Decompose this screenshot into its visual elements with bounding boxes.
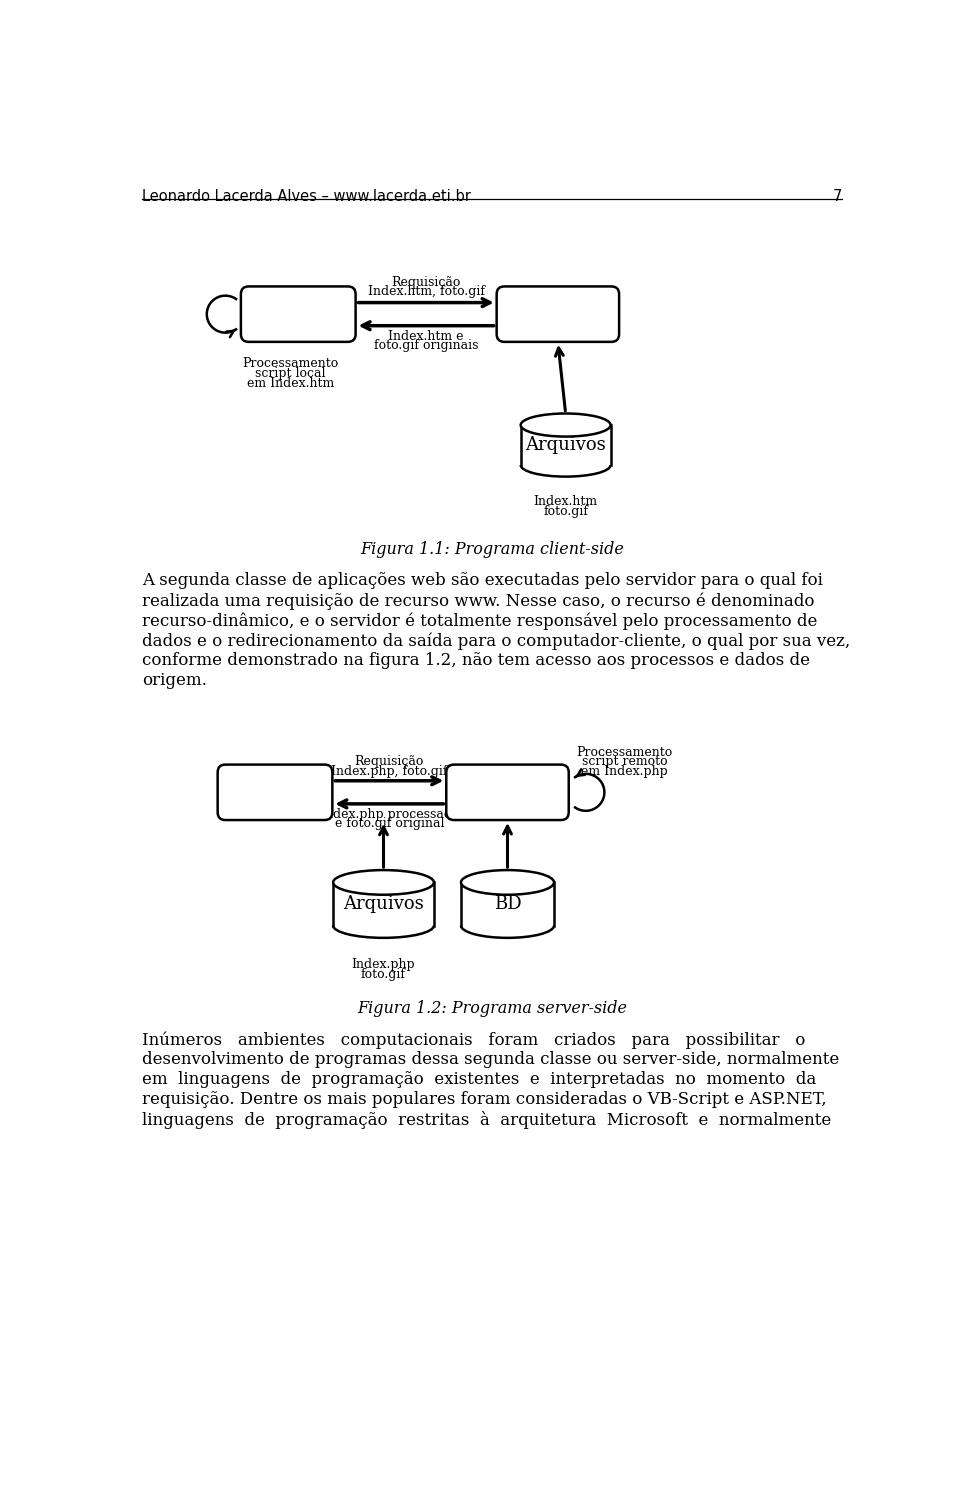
Ellipse shape: [333, 870, 434, 894]
Text: Servidor: Servidor: [513, 305, 604, 323]
Text: Requisição: Requisição: [354, 755, 424, 768]
FancyBboxPatch shape: [496, 287, 619, 342]
Text: Inúmeros   ambientes   computacionais   foram   criados   para   possibilitar   : Inúmeros ambientes computacionais foram …: [142, 1032, 805, 1048]
Text: foto.gif: foto.gif: [543, 505, 588, 519]
Text: Index.php processado: Index.php processado: [320, 807, 459, 821]
Text: dados e o redirecionamento da saída para o computador-cliente, o qual por sua ve: dados e o redirecionamento da saída para…: [142, 632, 850, 650]
Text: foto.gif: foto.gif: [361, 967, 406, 981]
FancyBboxPatch shape: [241, 287, 355, 342]
Text: em  linguagens  de  programação  existentes  e  interpretadas  no  momento  da: em linguagens de programação existentes …: [142, 1070, 816, 1088]
Text: Cliente: Cliente: [260, 305, 336, 323]
Bar: [520, 425, 611, 465]
FancyBboxPatch shape: [446, 764, 568, 821]
FancyBboxPatch shape: [218, 764, 332, 821]
Text: origem.: origem.: [142, 673, 206, 689]
Text: desenvolvimento de programas dessa segunda classe ou server-side, normalmente: desenvolvimento de programas dessa segun…: [142, 1051, 839, 1067]
Bar: [333, 882, 434, 925]
Ellipse shape: [520, 414, 611, 437]
Ellipse shape: [461, 870, 554, 894]
Text: Index.php, foto.gif: Index.php, foto.gif: [331, 764, 447, 777]
Text: Servidor: Servidor: [462, 783, 553, 801]
Text: recurso-dinâmico, e o servidor é totalmente responsável pelo processamento de: recurso-dinâmico, e o servidor é totalme…: [142, 611, 817, 629]
Text: em Index.php: em Index.php: [581, 764, 668, 777]
Text: linguagens  de  programação  restritas  à  arquitetura  Microsoft  e  normalment: linguagens de programação restritas à ar…: [142, 1111, 831, 1129]
Text: Index.htm e: Index.htm e: [389, 329, 464, 342]
Text: foto.gif originais: foto.gif originais: [373, 339, 478, 351]
Text: Figura 1.2: Programa server-side: Figura 1.2: Programa server-side: [357, 1000, 627, 1017]
Text: Processamento: Processamento: [242, 356, 339, 369]
Text: script local: script local: [255, 366, 325, 380]
Text: Index.htm: Index.htm: [534, 495, 598, 508]
Text: realizada uma requisição de recurso www. Nesse caso, o recurso é denominado: realizada uma requisição de recurso www.…: [142, 592, 814, 610]
Text: Index.php: Index.php: [351, 958, 416, 970]
Text: Figura 1.1: Programa client-side: Figura 1.1: Programa client-side: [360, 541, 624, 558]
Text: script remoto: script remoto: [582, 755, 667, 768]
Text: e foto.gif original: e foto.gif original: [335, 816, 444, 830]
Text: 7: 7: [833, 188, 842, 203]
Text: Arquivos: Arquivos: [343, 896, 424, 913]
Text: Cliente: Cliente: [237, 783, 313, 801]
Text: Arquivos: Arquivos: [525, 437, 606, 454]
Text: Processamento: Processamento: [576, 746, 673, 759]
Text: A segunda classe de aplicações web são executadas pelo servidor para o qual foi: A segunda classe de aplicações web são e…: [142, 573, 823, 589]
Text: Requisição: Requisição: [392, 275, 461, 289]
Text: BD: BD: [493, 896, 521, 913]
Text: conforme demonstrado na figura 1.2, não tem acesso aos processos e dados de: conforme demonstrado na figura 1.2, não …: [142, 652, 809, 670]
Text: Leonardo Lacerda Alves – www.lacerda.eti.br: Leonardo Lacerda Alves – www.lacerda.eti…: [142, 188, 470, 203]
Bar: [461, 882, 554, 925]
Text: requisição. Dentre os mais populares foram consideradas o VB-Script e ASP.NET,: requisição. Dentre os mais populares for…: [142, 1091, 827, 1108]
Text: Index.htm, foto.gif: Index.htm, foto.gif: [368, 286, 485, 298]
Text: em Index.htm: em Index.htm: [247, 377, 334, 390]
